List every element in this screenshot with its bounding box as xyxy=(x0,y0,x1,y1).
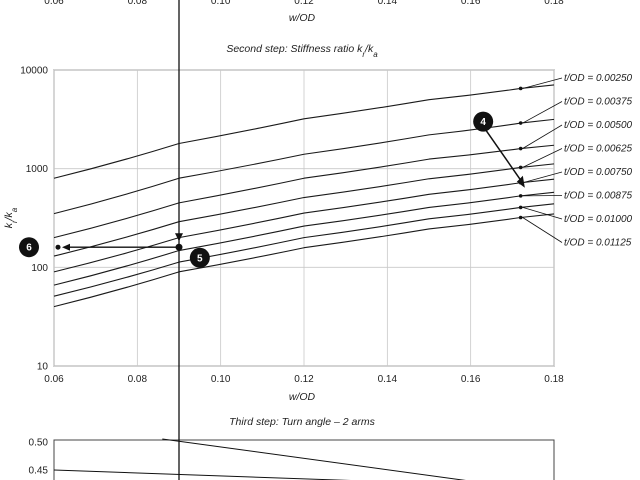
top-x-tick-label: 0.14 xyxy=(378,0,398,7)
series-line xyxy=(53,84,555,179)
top-x-tick-label: 0.16 xyxy=(461,0,481,7)
legend-leader xyxy=(522,101,563,124)
x-tick-label: 0.10 xyxy=(211,374,231,385)
y-axis-label: kr/ka xyxy=(3,207,19,228)
legend-label: t/OD = 0.00875 xyxy=(564,191,633,202)
series-point xyxy=(518,194,523,198)
annotation-label: 6 xyxy=(26,243,32,254)
third-chart-title: Third step: Turn angle – 2 arms xyxy=(229,416,375,428)
legend-leader xyxy=(522,217,563,243)
axis-point xyxy=(55,244,61,250)
legend-label: t/OD = 0.00750 xyxy=(564,167,633,178)
legend-label: t/OD = 0.00500 xyxy=(564,120,633,131)
series-lines xyxy=(53,84,555,308)
x-tick-labels: 0.06 0.08 0.10 0.12 0.14 0.16 0.18 xyxy=(44,374,564,385)
third-y-tick-labels: 0.45 0.50 xyxy=(29,438,49,477)
annotation-marker xyxy=(189,247,210,268)
legend-label: t/OD = 0.00625 xyxy=(564,144,633,155)
top-x-axis-label: w/OD xyxy=(289,12,316,24)
third-plot-frame xyxy=(53,439,555,480)
series-point xyxy=(518,205,523,210)
series-line xyxy=(53,118,555,215)
series-line xyxy=(53,191,555,286)
annotation-arrow-head xyxy=(516,175,525,188)
x-axis-label: w/OD xyxy=(289,391,316,403)
series-point xyxy=(518,215,523,220)
legend-leader xyxy=(522,148,563,168)
annotation-marker xyxy=(473,111,494,132)
legend-leader xyxy=(522,77,563,89)
turn-angle-chart: Third step: Turn angle – 2 arms 0.45 0.50 xyxy=(29,416,555,480)
x-tick-label: 0.14 xyxy=(378,374,398,385)
annotation-marker xyxy=(19,237,39,258)
top-x-tick-label: 0.06 xyxy=(44,0,64,7)
top-x-tick-label: 0.08 xyxy=(128,0,148,7)
stiffness-chart: Second step: Stiffness ratio kr/ka 10 100… xyxy=(3,43,633,403)
series-line xyxy=(53,203,555,297)
legend-label: t/OD = 0.01000 xyxy=(564,214,633,225)
y-tick-label: 100 xyxy=(31,263,48,274)
arrow-head-left xyxy=(62,243,70,251)
x-tick-label: 0.08 xyxy=(128,374,148,385)
x-tick-label: 0.06 xyxy=(44,374,64,385)
annotation-label: 5 xyxy=(197,253,203,264)
top-x-tick-label: 0.18 xyxy=(544,0,564,7)
y-tick-label: 10 xyxy=(37,362,49,373)
top-x-tick-label: 0.10 xyxy=(211,0,231,7)
third-series-lines xyxy=(53,438,466,480)
third-y-tick-label: 0.50 xyxy=(29,438,49,449)
annotation-arrow xyxy=(485,130,523,183)
x-tick-label: 0.16 xyxy=(461,374,481,385)
series-point xyxy=(518,165,523,170)
legend-label: t/OD = 0.01125 xyxy=(564,238,632,249)
y-tick-labels: 10 100 1000 10000 xyxy=(20,66,48,373)
series-line xyxy=(53,213,555,308)
x-tick-label: 0.18 xyxy=(544,374,564,385)
chart-title: Second step: Stiffness ratio kr/ka xyxy=(226,43,378,59)
annotation-label: 4 xyxy=(480,117,486,128)
series-line xyxy=(53,178,555,273)
legend-leader xyxy=(522,207,563,220)
third-series-line xyxy=(162,438,466,480)
legend-leader xyxy=(522,171,563,184)
y-tick-label: 1000 xyxy=(26,164,49,175)
top-x-tick-label: 0.12 xyxy=(294,0,314,7)
legend-label: t/OD = 0.00375 xyxy=(564,97,633,108)
series-line xyxy=(53,163,555,257)
top-chart: 0.06 0.08 0.10 0.12 0.14 0.16 0.18 w/OD xyxy=(44,0,564,24)
series-point xyxy=(518,86,523,91)
legend-leader xyxy=(522,124,563,149)
legend-label: t/OD = 0.00250 xyxy=(564,73,633,84)
series-point xyxy=(518,121,523,125)
legend: t/OD = 0.00250 t/OD = 0.00375 t/OD = 0.005… xyxy=(522,73,633,249)
third-y-tick-label: 0.45 xyxy=(29,466,49,477)
series-line xyxy=(53,144,555,239)
top-x-tick-labels: 0.06 0.08 0.10 0.12 0.14 0.16 0.18 xyxy=(44,0,564,7)
x-tick-label: 0.12 xyxy=(294,374,314,385)
third-series-line xyxy=(53,469,351,480)
series-point xyxy=(518,146,523,151)
y-tick-label: 10000 xyxy=(20,66,48,77)
